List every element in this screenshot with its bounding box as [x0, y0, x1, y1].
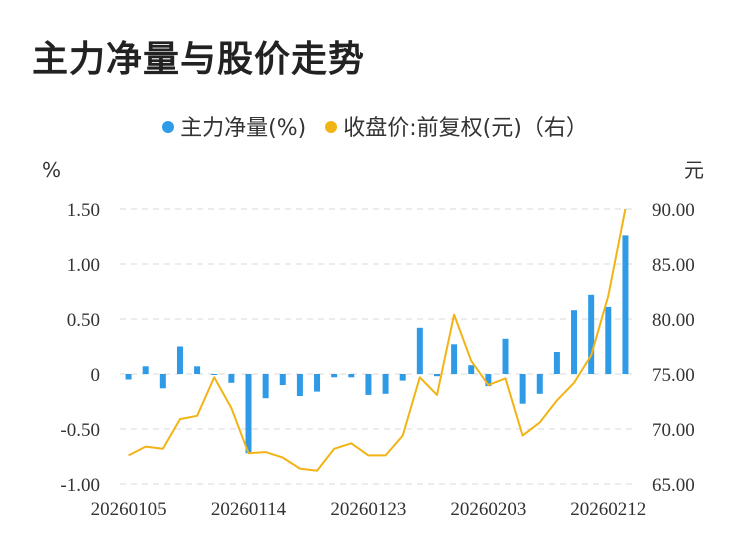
bar-net-volume [468, 365, 475, 374]
bar-net-volume [142, 366, 149, 374]
bar-net-volume [571, 310, 578, 374]
x-tick-label: 20260105 [91, 499, 167, 520]
left-axis-unit: % [42, 158, 61, 182]
legend-item-close-price[interactable]: 收盘价:前复权(元)（右） [325, 110, 588, 142]
bar-net-volume [245, 374, 252, 454]
bar-net-volume [622, 235, 629, 374]
right-tick-label: 80.00 [652, 310, 695, 331]
bar-net-volume [433, 374, 440, 377]
x-tick-label: 20260212 [570, 499, 646, 520]
right-tick-label: 70.00 [652, 420, 695, 441]
left-tick-label: 0.50 [67, 310, 100, 331]
x-tick-label: 20260114 [211, 499, 287, 520]
bar-net-volume [262, 374, 269, 399]
bar-net-volume [159, 374, 166, 389]
bar-net-volume [588, 294, 595, 374]
right-tick-label: 85.00 [652, 255, 695, 276]
bar-net-volume [382, 374, 389, 394]
left-tick-label: 1.50 [67, 200, 100, 221]
bar-net-volume [519, 374, 526, 404]
x-tick-label: 20260203 [450, 499, 526, 520]
right-tick-label: 75.00 [652, 365, 695, 386]
bar-net-volume [502, 338, 509, 374]
bar-net-volume [553, 352, 560, 374]
legend-item-net-volume[interactable]: 主力净量(%) [162, 110, 306, 142]
bar-net-volume [365, 374, 372, 395]
bar-net-volume [451, 344, 458, 374]
left-tick-label: 1.00 [67, 255, 100, 276]
bar-net-volume [485, 374, 492, 387]
bar-net-volume [296, 374, 303, 396]
bar-net-volume [416, 327, 423, 374]
bar-net-volume [125, 374, 132, 380]
bar-net-volume [228, 374, 235, 383]
bar-net-volume [348, 374, 355, 378]
bar-net-volume [605, 306, 612, 374]
bar-net-volume [399, 374, 406, 381]
bar-net-volume [331, 374, 338, 378]
bar-net-volume [279, 374, 286, 385]
legend-label-net-volume: 主力净量(%) [180, 116, 307, 141]
legend-label-close-price: 收盘价:前复权(元)（右） [343, 116, 588, 141]
bar-net-volume [536, 374, 543, 394]
x-tick-label: 20260123 [330, 499, 406, 520]
bar-net-volume [176, 346, 183, 374]
line-close-price [128, 208, 627, 472]
legend-bar-marker [162, 121, 175, 133]
left-tick-label: 0 [91, 365, 101, 386]
chart-title: 主力净量与股价走势 [32, 39, 366, 80]
bar-net-volume [314, 374, 321, 392]
bar-net-volume [211, 374, 218, 375]
left-tick-label: -0.50 [60, 420, 100, 441]
bar-net-volume [194, 366, 201, 374]
left-tick-label: -1.00 [60, 475, 100, 496]
right-tick-label: 65.00 [652, 475, 695, 496]
chart-legend: 主力净量(%) 收盘价:前复权(元)（右） [0, 110, 750, 142]
legend-line-marker [325, 121, 338, 133]
right-tick-label: 90.00 [652, 200, 695, 221]
right-axis-unit: 元 [684, 158, 704, 182]
